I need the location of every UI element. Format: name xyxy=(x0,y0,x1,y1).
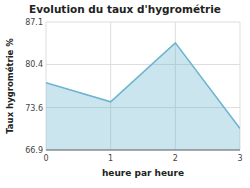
grid-line xyxy=(46,150,240,151)
tick-label: 0 xyxy=(43,154,48,163)
plot-area xyxy=(46,43,240,150)
tick-label: 66.9 xyxy=(25,146,43,155)
y-axis-label: Taux hygrométrie % xyxy=(5,38,15,134)
tick-label: 1 xyxy=(108,154,113,163)
x-axis-label: heure par heure xyxy=(102,168,184,178)
x-axis-line xyxy=(46,150,240,151)
line xyxy=(46,43,240,129)
grid-line xyxy=(46,64,240,65)
tick-label: 3 xyxy=(237,154,242,163)
tick-label: 2 xyxy=(173,154,178,163)
tick-label: 80.4 xyxy=(25,60,43,69)
grid-line xyxy=(46,22,240,23)
chart: 66.9 73.6 80.4 87.1 0 1 2 3 Evolution du taux d'… xyxy=(0,0,250,188)
tick-label: 87.1 xyxy=(25,18,43,27)
title: Evolution du taux d'hygrométrie xyxy=(29,3,221,15)
tick-label: 73.6 xyxy=(25,104,43,113)
area xyxy=(46,43,240,150)
